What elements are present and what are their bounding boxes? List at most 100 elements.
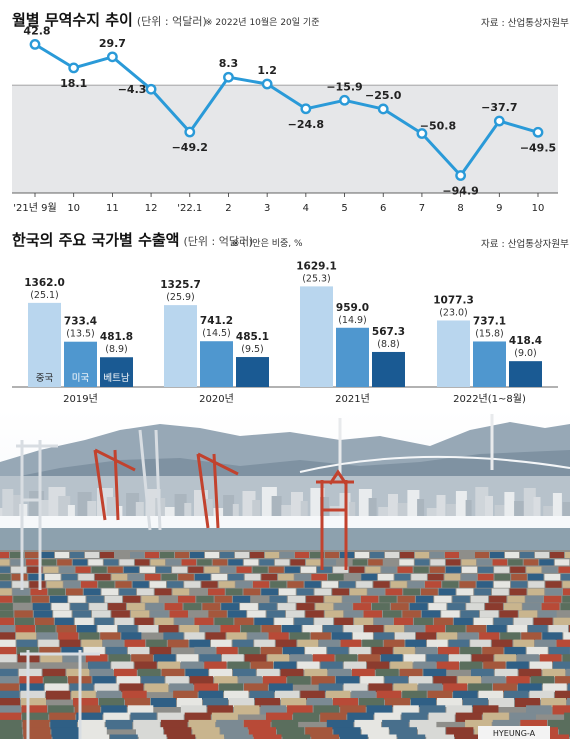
container-block [483,661,506,670]
container-block [104,595,123,603]
container-block [0,639,16,648]
container-block [176,654,199,663]
container-block [528,581,545,588]
container-block [562,581,570,588]
container-block [165,676,189,685]
container-block [160,719,188,730]
container-block [442,581,459,588]
container-block [238,646,260,655]
container-block [253,734,282,739]
city-building [436,495,446,516]
container-block [0,727,23,737]
container-block [49,595,68,603]
container-block [455,712,482,722]
container-block [181,559,197,566]
city-building [291,492,303,516]
container-block [302,625,322,633]
bar-share-label: (8.8) [377,339,400,350]
container-block [433,617,453,626]
container-block [554,690,570,700]
container-block [493,683,517,693]
container-block [137,588,154,596]
container-block [390,603,409,611]
container-block [286,610,305,618]
container-block [220,727,248,737]
container-block [145,552,159,558]
container-block [349,646,371,655]
container-block [347,712,374,722]
container-block [270,581,287,588]
container-block [459,581,476,588]
container-block [418,683,443,693]
container-block [372,603,390,611]
container-block [510,566,526,573]
container-block [363,610,382,618]
container-block [51,603,70,611]
container-block [326,719,354,730]
container-block [385,552,399,558]
container-block [441,610,460,618]
container-block [15,625,35,633]
bar-share-label: (14.9) [338,315,367,326]
container-block [367,588,385,596]
container-block [447,603,466,611]
container-block [535,639,556,648]
container-block [40,552,54,558]
city-building [504,492,515,516]
container-block [233,705,260,715]
container-block [16,632,37,640]
container-block [124,639,146,648]
container-block [343,625,363,633]
container-block [105,646,127,655]
container-block [349,566,365,573]
container-block [275,639,297,648]
data-label: 18.1 [60,77,87,90]
data-point [300,103,312,115]
container-block [0,698,20,707]
bar [473,341,506,387]
bar-share-label: (15.8) [475,328,504,339]
container-block [271,719,299,730]
city-building [543,506,558,516]
city-building [465,500,472,516]
container-block [314,617,334,626]
container-block [192,727,220,737]
container-block [72,610,91,618]
container-block [415,552,429,558]
container-block [421,610,441,618]
container-block [53,610,72,618]
container-block [541,603,560,611]
container-block [560,603,570,611]
container-block [507,595,525,603]
city-building [562,502,570,516]
container-block [297,639,318,648]
container-block [453,617,473,626]
container-block [333,698,358,707]
city-building [407,490,420,516]
container-block [267,654,290,663]
container-block [247,632,268,640]
container-block [0,646,17,655]
city-building [116,506,123,516]
container-block [328,573,344,581]
line-chart: 42.8 18.1 29.7 −4.3 −49.2 8.3 1.2 −24.8 −15.9−25… [12,24,558,214]
container-block [504,646,526,655]
container-block [205,552,219,558]
container-block [361,595,379,603]
city-building [164,507,182,516]
container-block [235,552,249,558]
container-block [517,683,542,693]
container-block [351,690,376,700]
container-block [538,610,557,618]
container-block [184,632,205,640]
container-block [511,573,527,581]
container-block [324,610,344,618]
container-block [518,668,542,678]
bar-value-label: 741.2 [200,315,233,327]
container-block [475,552,489,558]
container-block [48,588,65,596]
container-block [138,625,158,633]
bar-value-label: 733.4 [64,316,97,328]
container-block [400,552,414,558]
container-block [66,588,83,596]
